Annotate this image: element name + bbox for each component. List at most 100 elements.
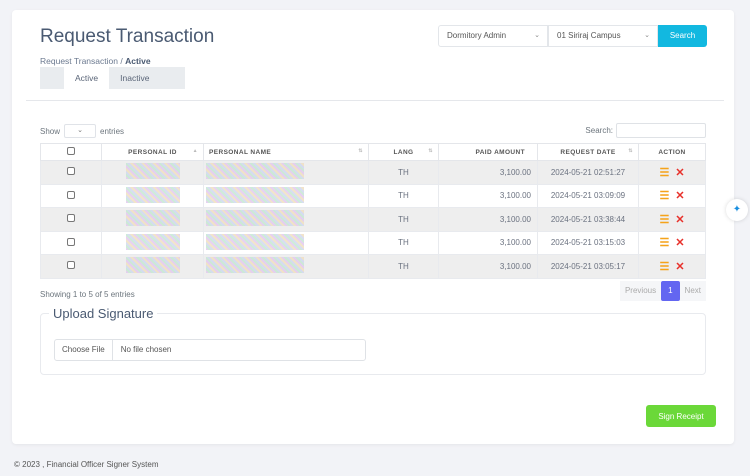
search-button[interactable]: Search xyxy=(658,25,707,47)
paid-amount-cell: 3,100.00 xyxy=(438,183,538,208)
col-lang[interactable]: LANG ⇅ xyxy=(368,143,439,161)
col-action: ACTION xyxy=(638,143,706,161)
sort-icon: ▲ xyxy=(192,148,198,154)
redacted-id xyxy=(125,257,180,274)
breadcrumb-root[interactable]: Request Transaction xyxy=(40,56,118,66)
transaction-table: PERSONAL ID ▲ PERSONAL NAME ⇅ LANG ⇅ PAID A… xyxy=(40,143,706,279)
col-personal-id[interactable]: PERSONAL ID ▲ xyxy=(101,143,204,161)
paid-amount-cell: 3,100.00 xyxy=(438,160,538,185)
row-checkbox[interactable] xyxy=(67,167,75,176)
choose-file-button[interactable]: Choose File xyxy=(55,340,113,360)
upload-signature-section: Upload Signature xyxy=(40,306,706,375)
action-cell: ☰ ✕ xyxy=(638,207,706,232)
delete-x-icon[interactable]: ✕ xyxy=(675,166,685,179)
campus-select[interactable]: 01 Siriraj Campus ⌄ xyxy=(548,25,658,47)
sort-icon: ⇅ xyxy=(428,148,433,154)
col-request-date[interactable]: REQUEST DATE ⇅ xyxy=(537,143,639,161)
chevron-down-icon: ⌄ xyxy=(644,32,650,39)
table-row: TH 3,100.00 2024-05-21 03:38:44 ☰ ✕ xyxy=(40,207,706,232)
redacted-name xyxy=(206,163,304,180)
row-checkbox[interactable] xyxy=(67,237,75,246)
table-row: TH 3,100.00 2024-05-21 03:15:03 ☰ ✕ xyxy=(40,230,706,255)
col-paid-amount[interactable]: PAID AMOUNT xyxy=(438,143,538,161)
row-select-cell xyxy=(40,183,102,208)
sort-icon: ⇅ xyxy=(358,148,363,154)
personal-name-cell xyxy=(203,207,369,232)
redacted-id xyxy=(125,233,180,250)
paid-amount-cell: 3,100.00 xyxy=(438,254,538,279)
personal-name-cell xyxy=(203,183,369,208)
page-length-select[interactable]: ⌄ xyxy=(64,124,97,138)
list-details-icon[interactable]: ☰ xyxy=(659,213,670,226)
divider xyxy=(26,100,724,101)
sign-receipt-button[interactable]: Sign Receipt xyxy=(646,405,716,427)
personal-name-cell xyxy=(203,160,369,185)
request-date-cell: 2024-05-21 03:38:44 xyxy=(537,207,639,232)
list-details-icon[interactable]: ☰ xyxy=(659,190,670,203)
col-label: PAID AMOUNT xyxy=(475,148,525,156)
redacted-id xyxy=(125,210,180,227)
tab-blank[interactable] xyxy=(40,67,64,89)
col-label: LANG xyxy=(393,148,414,156)
footer-text: © 2023 , Financial Officer Signer System xyxy=(14,460,159,469)
pagination: Previous 1 Next xyxy=(619,281,706,301)
select-all-header xyxy=(40,143,102,161)
signature-file-input[interactable]: Choose File No file chosen xyxy=(54,339,366,361)
request-date-cell: 2024-05-21 03:15:03 xyxy=(537,230,639,255)
upload-signature-title: Upload Signature xyxy=(53,306,154,321)
row-checkbox[interactable] xyxy=(67,190,75,199)
col-personal-name[interactable]: PERSONAL NAME ⇅ xyxy=(203,143,369,161)
col-label: PERSONAL NAME xyxy=(209,148,272,156)
prev-button[interactable]: Previous xyxy=(619,281,662,301)
personal-id-cell xyxy=(101,254,204,279)
col-label: ACTION xyxy=(658,148,686,156)
table-search: Search: xyxy=(585,123,706,138)
chevron-down-icon: ⌄ xyxy=(534,32,540,39)
action-cell: ☰ ✕ xyxy=(638,254,706,279)
tab-active[interactable]: Active xyxy=(75,73,99,83)
list-details-icon[interactable]: ☰ xyxy=(659,237,670,250)
entries-label: entries xyxy=(100,126,125,136)
filter-bar: Dormitory Admin ⌄ 01 Siriraj Campus ⌄ Sear… xyxy=(438,25,707,47)
delete-x-icon[interactable]: ✕ xyxy=(675,260,685,273)
table-search-input[interactable] xyxy=(616,123,706,138)
campus-value: 01 Siriraj Campus xyxy=(557,31,621,40)
redacted-name xyxy=(206,210,304,227)
sort-icon: ⇅ xyxy=(628,148,633,154)
page-1-button[interactable]: 1 xyxy=(661,281,680,301)
breadcrumb-separator: / xyxy=(120,56,123,66)
request-date-cell: 2024-05-21 03:09:09 xyxy=(537,183,639,208)
redacted-id xyxy=(125,163,180,180)
page-length-control: Show ⌄ entries xyxy=(40,124,124,138)
table-info: Showing 1 to 5 of 5 entries xyxy=(40,290,135,299)
request-date-cell: 2024-05-21 03:05:17 xyxy=(537,254,639,279)
action-cell: ☰ ✕ xyxy=(638,230,706,255)
row-select-cell xyxy=(40,230,102,255)
personal-name-cell xyxy=(203,254,369,279)
row-select-cell xyxy=(40,160,102,185)
list-details-icon[interactable]: ☰ xyxy=(659,260,670,273)
redacted-name xyxy=(206,257,304,274)
list-details-icon[interactable]: ☰ xyxy=(659,166,670,179)
lang-cell: TH xyxy=(368,254,439,279)
select-all-checkbox[interactable] xyxy=(67,147,75,155)
redacted-id xyxy=(125,186,180,203)
row-checkbox[interactable] xyxy=(67,261,75,270)
search-label: Search: xyxy=(585,126,613,135)
role-select[interactable]: Dormitory Admin ⌄ xyxy=(438,25,548,47)
personal-name-cell xyxy=(203,230,369,255)
paid-amount-cell: 3,100.00 xyxy=(438,230,538,255)
next-button[interactable]: Next xyxy=(679,281,706,301)
action-cell: ☰ ✕ xyxy=(638,160,706,185)
delete-x-icon[interactable]: ✕ xyxy=(675,213,685,226)
redacted-name xyxy=(206,233,304,250)
tab-inactive[interactable]: Inactive xyxy=(109,67,186,89)
row-select-cell xyxy=(40,254,102,279)
delete-x-icon[interactable]: ✕ xyxy=(675,190,685,203)
floating-assist-icon[interactable]: ✦ xyxy=(726,199,748,221)
lang-cell: TH xyxy=(368,183,439,208)
row-select-cell xyxy=(40,207,102,232)
row-checkbox[interactable] xyxy=(67,214,75,223)
table-row: TH 3,100.00 2024-05-21 03:09:09 ☰ ✕ xyxy=(40,183,706,208)
delete-x-icon[interactable]: ✕ xyxy=(675,237,685,250)
